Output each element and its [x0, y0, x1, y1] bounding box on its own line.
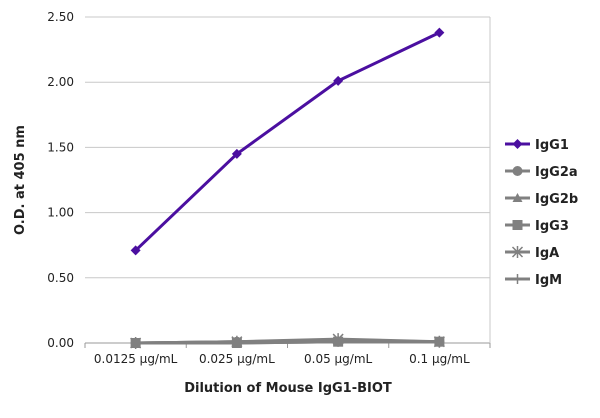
legend-item: IgG3: [505, 219, 569, 234]
x-tick-label: 0.025 µg/mL: [199, 352, 275, 366]
x-axis-title: Dilution of Mouse IgG1-BIOT: [184, 381, 392, 396]
y-tick-label: 0.00: [47, 336, 74, 350]
y-axis-ticks: 0.00 0.50 1.00 1.50 2.00 2.50: [47, 10, 74, 350]
legend-label: IgA: [535, 246, 559, 261]
gridlines: [85, 16, 491, 344]
legend-item: IgG2b: [505, 192, 578, 207]
x-tick-label: 0.05 µg/mL: [304, 352, 373, 366]
series-line: [134, 31, 441, 252]
legend-label: IgG2a: [535, 165, 578, 180]
y-tick-label: 0.50: [47, 271, 74, 285]
y-tick-label: 1.00: [47, 206, 74, 220]
data-point-diamond: [434, 27, 445, 38]
data-point-circle: [231, 336, 242, 347]
data-point-diamond: [512, 139, 523, 149]
legend-item: IgM: [505, 273, 562, 288]
legend-label: IgM: [535, 273, 562, 288]
series-IgG1: [130, 27, 445, 256]
data-point-circle: [333, 336, 344, 347]
legend-label: IgG2b: [535, 192, 578, 207]
data-point-circle: [434, 336, 445, 347]
legend-item: IgG2a: [505, 165, 578, 180]
data-point-diamond: [130, 245, 141, 256]
data-point-diamond: [231, 148, 242, 159]
legend-label: IgG1: [535, 138, 569, 153]
x-axis-ticks: 0.0125 µg/mL 0.025 µg/mL 0.05 µg/mL 0.1 µg/…: [84, 343, 491, 366]
y-tick-label: 2.00: [47, 75, 74, 89]
data-point-square: [512, 220, 523, 230]
y-tick-label: 1.50: [47, 140, 74, 154]
legend-label: IgG3: [535, 219, 569, 234]
data-point-star: [511, 246, 524, 258]
y-axis-title: O.D. at 405 nm: [13, 125, 28, 235]
legend-item: IgA: [505, 246, 559, 261]
data-point-diamond: [333, 75, 344, 86]
legend-item: IgG1: [505, 138, 569, 153]
data-point-circle: [130, 338, 141, 348]
data-point-circle: [512, 166, 523, 176]
y-tick-label: 2.50: [47, 10, 74, 24]
series-line: [135, 340, 440, 345]
x-tick-label: 0.1 µg/mL: [409, 352, 470, 366]
x-tick-label: 0.0125 µg/mL: [94, 352, 178, 366]
data-point-triangle: [512, 193, 523, 202]
legend: IgG1 IgG2a IgG2b IgG3 IgA IgM: [505, 138, 578, 288]
series-IgG2a: [130, 336, 445, 348]
series-group: [130, 27, 445, 349]
